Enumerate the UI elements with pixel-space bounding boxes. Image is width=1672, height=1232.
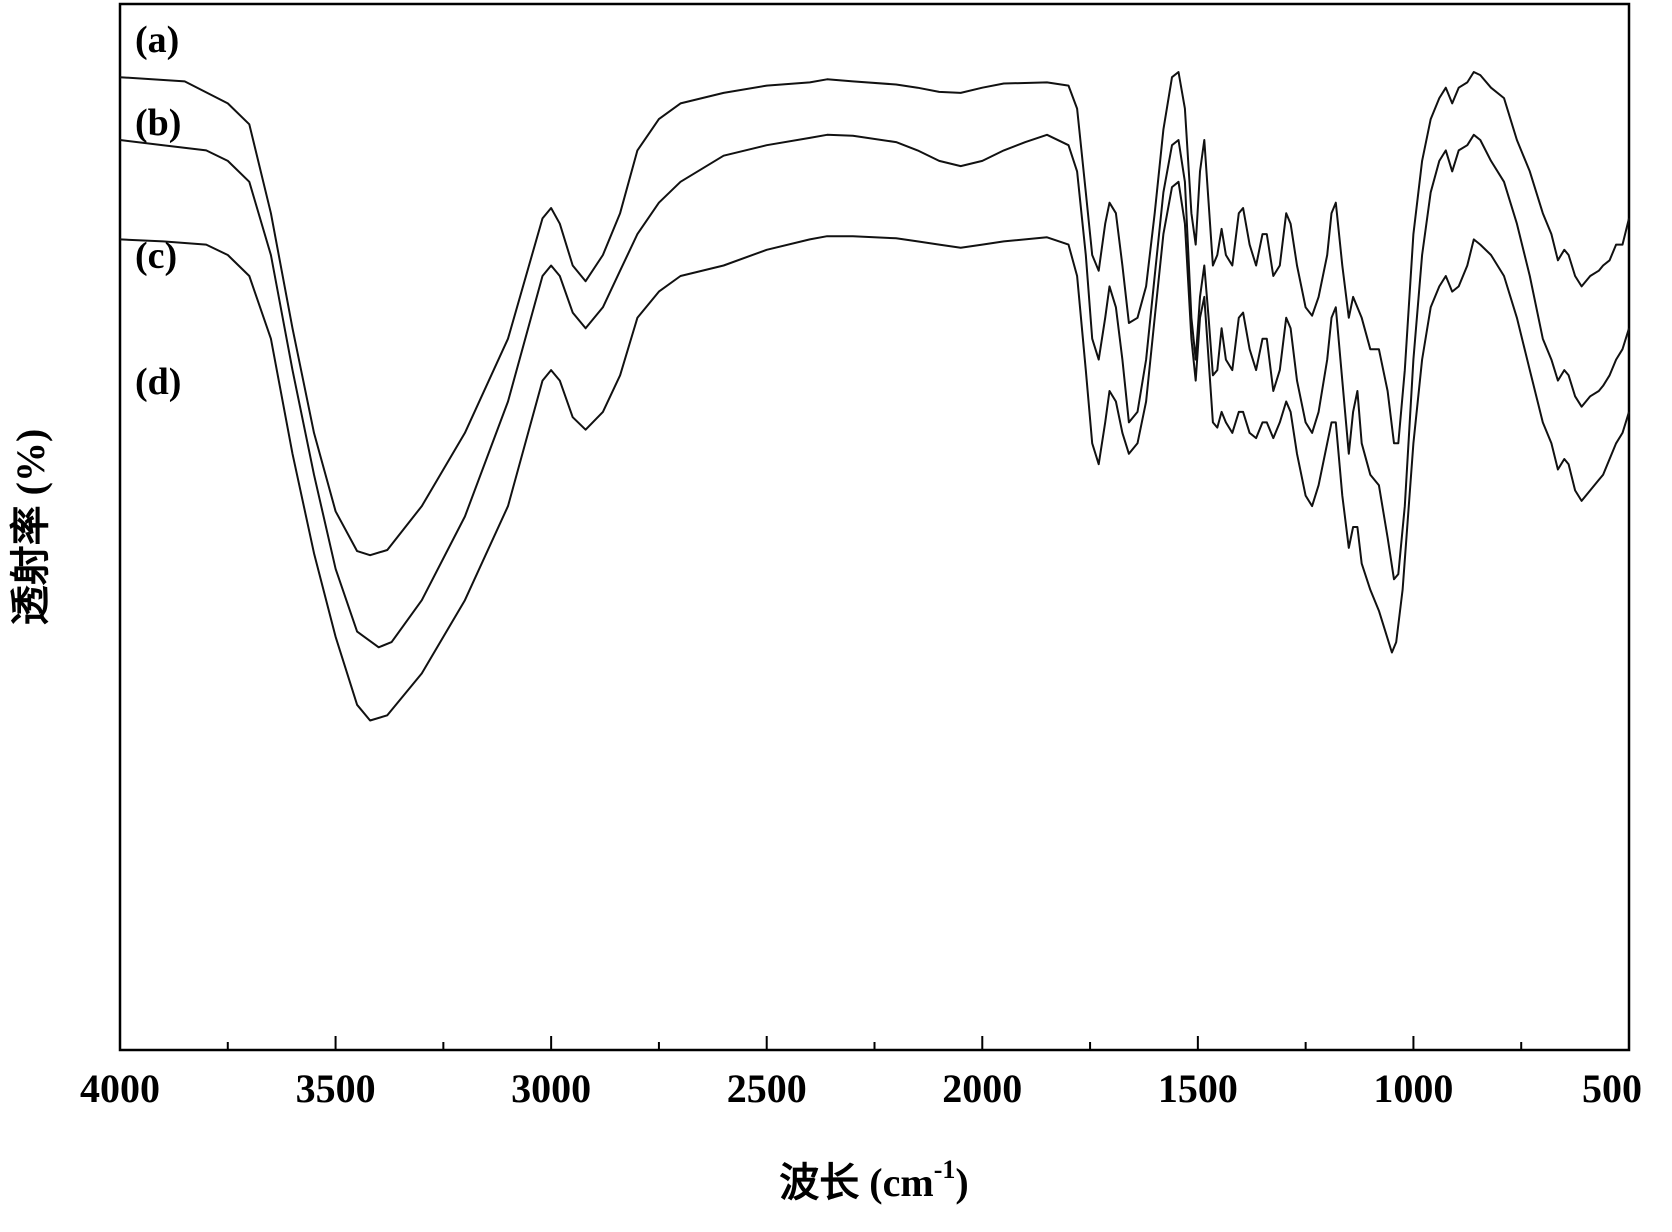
x-axis-label-main: 波长 (cm	[779, 1160, 933, 1205]
x-axis-label-close: )	[955, 1160, 968, 1205]
series-line-1	[119, 133, 1630, 649]
series-labels: (a) (b) (c) (d)	[135, 19, 181, 403]
x-tick-label: 500	[1582, 1066, 1642, 1111]
series-label: (c)	[135, 235, 177, 277]
series-label: (b)	[135, 102, 181, 144]
x-tick-label: 3500	[296, 1066, 376, 1111]
x-tick-label: 4000	[80, 1066, 160, 1111]
x-axis-label: 波长 (cm-1)	[779, 1155, 968, 1205]
series-line-0	[119, 71, 1630, 557]
y-axis-label: 透射率 (%)	[8, 429, 53, 626]
series-curves	[119, 71, 1630, 722]
x-tick-label: 2000	[942, 1066, 1022, 1111]
x-tick-label: 2500	[727, 1066, 807, 1111]
x-axis-ticks: 4000 3500 3000 2500 2000 1500 1000 500	[80, 1036, 1642, 1111]
x-tick-label: 3000	[511, 1066, 591, 1111]
series-line-2	[119, 180, 1630, 722]
x-tick-label: 1000	[1373, 1066, 1453, 1111]
x-axis-label-superscript: -1	[934, 1155, 956, 1184]
series-label: (d)	[135, 361, 181, 403]
x-tick-label: 1500	[1158, 1066, 1238, 1111]
series-label: (a)	[135, 19, 179, 61]
